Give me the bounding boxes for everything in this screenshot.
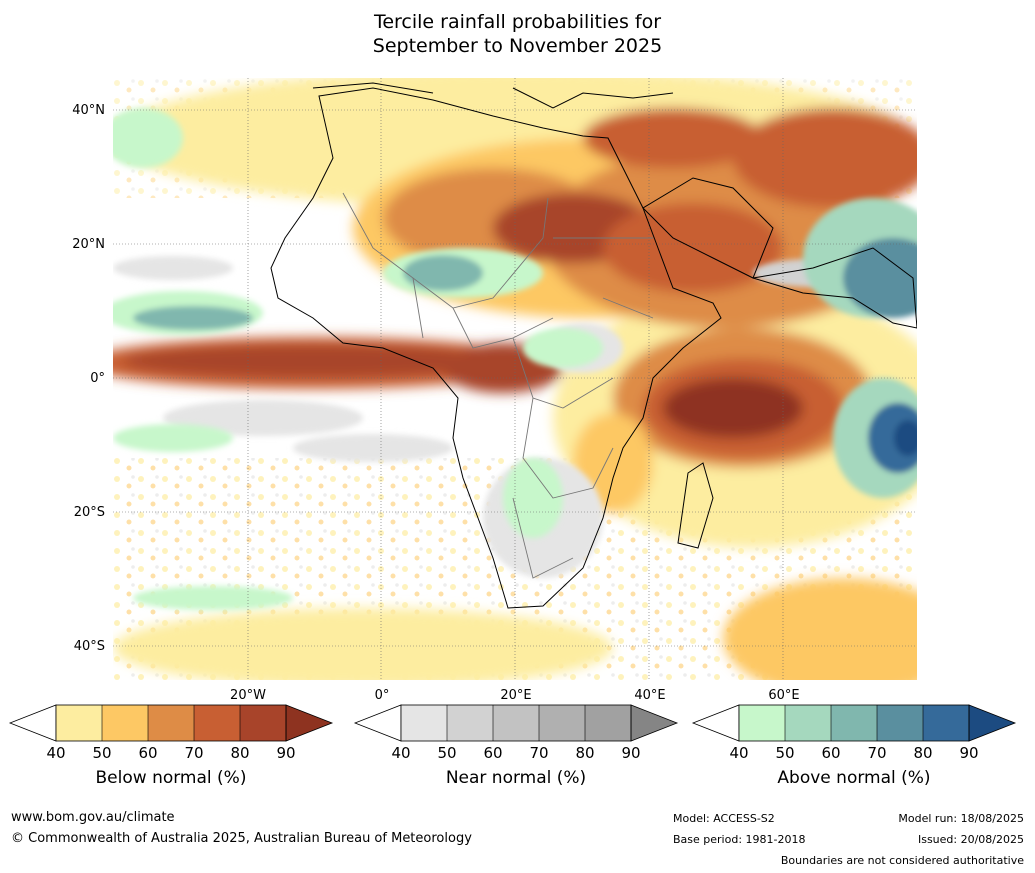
colorbar-near-tick: 70: [529, 744, 549, 762]
colorbar-below-normal: [8, 704, 334, 742]
footer-url: www.bom.gov.au/climate: [11, 810, 175, 825]
colorbar-above-tick: 50: [775, 744, 795, 762]
colorbar-near-tick: 40: [391, 744, 411, 762]
colorbar-below-tick: 80: [230, 744, 250, 762]
colorbar-above-svg: [691, 704, 1017, 742]
lon-label-40e: 40°E: [634, 688, 666, 703]
colorbar-near-tick: 50: [437, 744, 457, 762]
lon-label-60e: 60°E: [768, 688, 800, 703]
rainfall-probability-map: [113, 78, 917, 680]
colorbar-near-normal: [353, 704, 679, 742]
lat-label-equator: 0°: [90, 371, 105, 386]
graticule: [113, 78, 917, 680]
lat-label-40n: 40°N: [72, 103, 105, 118]
footer-copyright: © Commonwealth of Australia 2025, Austra…: [11, 831, 472, 846]
colorbar-below-tick: 70: [184, 744, 204, 762]
colorbar-above-tick: 60: [821, 744, 841, 762]
colorbar-above-tick: 90: [959, 744, 979, 762]
lat-label-20s: 20°S: [73, 505, 105, 520]
lon-label-20e: 20°E: [500, 688, 532, 703]
country-borders: [342, 192, 654, 579]
colorbar-below-tick: 50: [92, 744, 112, 762]
colorbar-below-tick: 90: [276, 744, 296, 762]
colorbar-below-tick: 40: [46, 744, 66, 762]
lat-label-40s: 40°S: [73, 639, 105, 654]
colorbar-above-tick: 70: [867, 744, 887, 762]
coastlines: [270, 82, 917, 609]
map-title-line1: Tercile rainfall probabilities for: [373, 11, 662, 33]
footer-model-run: Model run: 18/08/2025: [898, 812, 1024, 825]
colorbar-above-tick: 40: [729, 744, 749, 762]
colorbar-near-label: Near normal (%): [445, 768, 587, 788]
colorbar-below-svg: [8, 704, 334, 742]
colorbar-above-label: Above normal (%): [777, 768, 931, 788]
lon-label-20w: 20°W: [230, 688, 266, 703]
colorbar-near-tick: 60: [483, 744, 503, 762]
map-canvas: [113, 78, 917, 680]
colorbar-above-normal: [691, 704, 1017, 742]
footer-base-period: Base period: 1981-2018: [673, 833, 806, 846]
lon-label-0: 0°: [374, 688, 390, 703]
footer-issued: Issued: 20/08/2025: [917, 833, 1024, 846]
footer-model: Model: ACCESS-S2: [673, 812, 775, 825]
map-title-line2: September to November 2025: [372, 35, 663, 57]
colorbar-below-tick: 60: [138, 744, 158, 762]
lat-label-20n: 20°N: [72, 237, 105, 252]
colorbar-below-label: Below normal (%): [95, 768, 247, 788]
colorbar-near-tick: 80: [575, 744, 595, 762]
colorbar-near-tick: 90: [621, 744, 641, 762]
footer-disclaimer: Boundaries are not considered authoritat…: [780, 854, 1024, 867]
colorbar-above-tick: 80: [913, 744, 933, 762]
colorbar-near-svg: [353, 704, 679, 742]
